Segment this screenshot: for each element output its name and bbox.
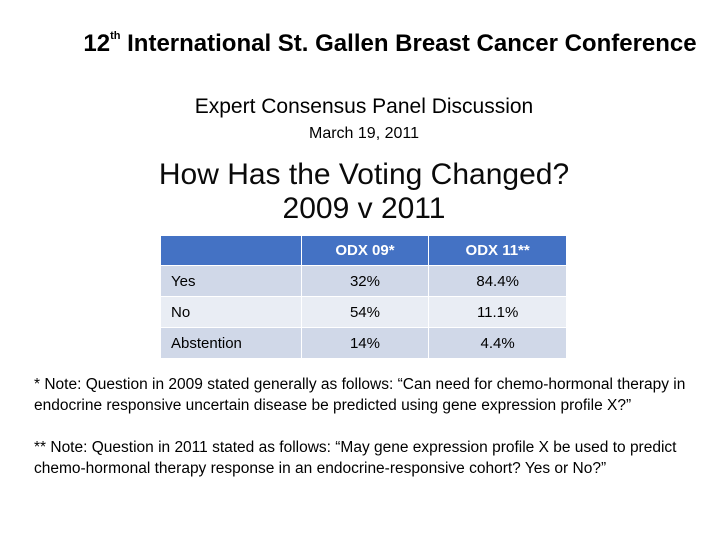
row-label: Yes — [161, 265, 302, 297]
voting-table-container: ODX 09* ODX 11** Yes 32% 84.4% No 54% 11… — [161, 236, 566, 359]
table-cell: 54% — [301, 296, 430, 328]
table-cell: 14% — [301, 327, 430, 359]
conference-date: March 19, 2011 — [309, 125, 419, 142]
table-row: Abstention 14% 4.4% — [161, 327, 566, 359]
column-header — [161, 236, 302, 266]
footnotes: * Note: Question in 2009 stated generall… — [34, 374, 724, 479]
slide-heading: How Has the Voting Changed? 2009 v 2011 — [0, 158, 728, 226]
row-label: No — [161, 296, 302, 328]
table-cell: 4.4% — [428, 327, 566, 359]
table-cell: 84.4% — [428, 265, 566, 297]
column-header: ODX 11** — [428, 236, 566, 266]
title-superscript: th — [110, 30, 121, 42]
row-label: Abstention — [161, 327, 302, 359]
table-cell: 32% — [301, 265, 430, 297]
heading-line-2: 2009 v 2011 — [282, 192, 446, 225]
conference-title: 12th International St. Gallen Breast Can… — [60, 28, 720, 59]
footnote-2011: ** Note: Question in 2011 stated as foll… — [34, 439, 677, 477]
table-cell: 11.1% — [428, 296, 566, 328]
title-rest: International St. Gallen Breast Cancer C… — [120, 30, 697, 57]
footnote-2009: * Note: Question in 2009 stated generall… — [34, 376, 686, 414]
title-number: 12 — [83, 30, 111, 57]
table-row: Yes 32% 84.4% — [161, 265, 566, 297]
table-header-row: ODX 09* ODX 11** — [161, 236, 566, 266]
heading-line-1: How Has the Voting Changed? — [158, 158, 570, 191]
conference-subtitle: Expert Consensus Panel Discussion — [194, 95, 534, 118]
column-header: ODX 09* — [301, 236, 430, 266]
table-row: No 54% 11.1% — [161, 296, 566, 328]
voting-table: ODX 09* ODX 11** Yes 32% 84.4% No 54% 11… — [161, 236, 566, 359]
